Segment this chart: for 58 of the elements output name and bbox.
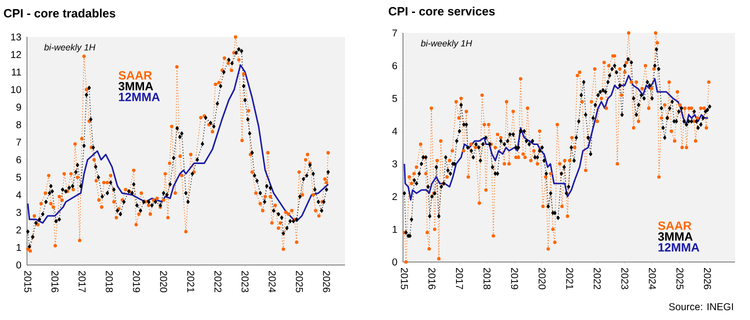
y-tick-label: 1	[392, 226, 398, 233]
y-tick-label: 7	[16, 138, 21, 146]
y-tick-label: 4	[392, 128, 398, 135]
x-tick-label: 2026	[704, 268, 711, 290]
y-tick-label: 9	[16, 104, 22, 111]
text: SAAR	[118, 71, 152, 80]
y-tick-label: 10	[11, 86, 22, 94]
x-tick-label: 2023	[621, 268, 628, 290]
x-tick-label: 2026	[323, 271, 330, 292]
y-tick-label: 0	[16, 261, 22, 269]
y-tick-label: 12	[11, 51, 21, 58]
y-tick-label: 6	[16, 156, 22, 164]
x-tick-label: 2016	[428, 268, 436, 290]
x-tick-label: 2024	[648, 268, 656, 290]
x-tick-label: 2022	[214, 271, 222, 292]
y-tick-label: 6	[392, 62, 398, 70]
text: SAAR	[658, 221, 692, 230]
y-tick-label: 5	[16, 174, 22, 181]
x-tick-label: 2024	[268, 271, 276, 292]
y-tick-label: 2	[392, 193, 397, 200]
x-tick-label: 2025	[296, 271, 303, 292]
y-tick-label: 3	[392, 160, 398, 168]
x-tick-label: 2019	[132, 271, 140, 292]
x-tick-label: 2018	[484, 268, 491, 290]
y-tick-label: 13	[11, 33, 22, 41]
y-tick-label: 5	[392, 94, 398, 102]
x-tick-label: 2019	[511, 268, 518, 290]
y-tick-label: 1	[16, 244, 22, 251]
text: 12MMA	[658, 243, 700, 252]
x-tick-label: 2020	[160, 271, 168, 292]
chart-title: CPI - core services	[388, 6, 495, 16]
y-tick-label: 3	[16, 208, 22, 216]
x-tick-label: 2021	[187, 271, 194, 292]
annotation: bi-weekly 1H	[44, 44, 96, 52]
x-tick-label: 2018	[106, 271, 113, 292]
x-tick-label: 2021	[566, 268, 574, 290]
source-note: Source: INEGI	[669, 303, 733, 310]
x-tick-label: 2022	[594, 268, 601, 290]
x-tick-label: 2016	[51, 271, 58, 292]
annotation: bi-weekly 1H	[420, 40, 472, 48]
chart-title: CPI - core tradables	[4, 8, 116, 18]
text: 12MMA	[118, 92, 160, 102]
y-tick-label: 11	[12, 68, 22, 76]
x-tick-label: 2017	[456, 268, 464, 290]
x-tick-label: 2015	[24, 271, 32, 292]
line-series	[27, 64, 329, 224]
x-tick-label: 2017	[78, 271, 86, 292]
text: 3MMA	[118, 82, 154, 90]
y-tick-label: 2	[16, 226, 21, 234]
y-tick-label: 4	[16, 191, 22, 198]
y-tick-label: 0	[392, 258, 398, 266]
y-tick-label: 8	[16, 121, 22, 128]
x-tick-label: 2025	[676, 268, 684, 290]
text: 3MMA	[658, 232, 693, 241]
x-tick-label: 2015	[400, 268, 408, 290]
x-tick-label: 2023	[242, 271, 249, 292]
x-tick-label: 2020	[538, 268, 546, 290]
y-tick-label: 7	[392, 30, 397, 36]
